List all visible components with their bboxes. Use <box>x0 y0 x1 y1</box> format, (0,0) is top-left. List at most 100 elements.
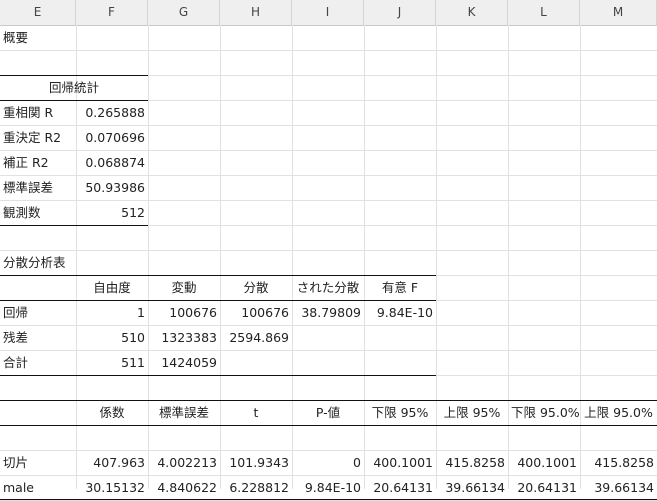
coef-header-cell[interactable]: 下限 95% <box>371 405 429 420</box>
coef-cell[interactable]: 6.228812 <box>229 480 289 495</box>
coef-top-border <box>0 400 657 401</box>
anova-cell[interactable] <box>292 350 364 375</box>
regression-value-cell[interactable]: 0.068874 <box>85 155 145 170</box>
anova-cell[interactable]: 2594.869 <box>229 330 289 345</box>
grid-hline <box>0 200 657 201</box>
anova-cell[interactable]: 1 <box>137 305 145 320</box>
column-header-h[interactable]: H <box>220 0 292 25</box>
anova-top-border <box>0 275 436 276</box>
regression-value-cell[interactable]: 512 <box>121 205 145 220</box>
grid-vline <box>292 25 293 489</box>
column-header-k[interactable]: K <box>436 0 508 25</box>
grid-hline <box>0 450 657 451</box>
coef-cell[interactable]: 407.963 <box>93 455 145 470</box>
anova-cell[interactable]: 100676 <box>169 305 217 320</box>
grid-hline <box>0 100 657 101</box>
coef-cell[interactable]: 9.84E-10 <box>304 480 361 495</box>
regression-label-cell[interactable]: 重相関 R <box>3 105 54 120</box>
summary-title-cell[interactable]: 概要 <box>3 30 29 45</box>
anova-cell[interactable]: 1424059 <box>161 355 217 370</box>
anova-header-cell[interactable]: 変動 <box>171 280 197 295</box>
regression-label-cell[interactable]: 補正 R2 <box>3 155 49 170</box>
grid-vline <box>220 25 221 489</box>
anova-cell[interactable]: 100676 <box>241 305 289 320</box>
anova-header-cell[interactable]: 自由度 <box>93 280 131 295</box>
coef-cell[interactable]: 415.8258 <box>594 455 654 470</box>
regression-label-cell[interactable]: 観測数 <box>3 205 41 220</box>
coef-cell[interactable]: male <box>3 480 34 495</box>
grid-hline <box>0 75 657 76</box>
coef-cell[interactable]: 39.66134 <box>594 480 654 495</box>
coef-cell[interactable]: 4.840622 <box>157 480 217 495</box>
anova-cell[interactable]: 回帰 <box>3 305 29 320</box>
anova-cell[interactable]: 511 <box>121 355 145 370</box>
anova-cell[interactable]: 残差 <box>3 330 29 345</box>
regression-label-cell[interactable]: 重決定 R2 <box>3 130 62 145</box>
regression-label-cell[interactable]: 標準誤差 <box>3 180 54 195</box>
anova-cell[interactable] <box>220 350 292 375</box>
coef-cell[interactable]: 39.66134 <box>445 480 505 495</box>
coef-header-cell[interactable]: 標準誤差 <box>158 405 209 420</box>
anova-title-cell[interactable]: 分散分析表 <box>3 255 66 270</box>
grid-vline <box>580 25 581 489</box>
anova-cell[interactable]: 510 <box>121 330 145 345</box>
coef-cell[interactable]: 400.1001 <box>373 455 433 470</box>
column-header-f[interactable]: F <box>76 0 148 25</box>
coef-cell[interactable]: 400.1001 <box>517 455 577 470</box>
coef-cell[interactable]: 101.9343 <box>229 455 289 470</box>
coef-header-cell[interactable]: 上限 95.0% <box>584 405 653 420</box>
anova-header-cell[interactable]: 有意 F <box>381 280 419 295</box>
column-header-e[interactable]: E <box>0 0 76 25</box>
anova-bottom-border <box>0 375 436 376</box>
grid-hline <box>0 475 657 476</box>
regression-header-border <box>0 100 148 101</box>
grid-hline <box>0 50 657 51</box>
coef-header-cell[interactable]: 下限 95.0% <box>511 405 580 420</box>
grid-hline <box>0 350 657 351</box>
grid-hline <box>0 250 657 251</box>
grid-hline <box>0 125 657 126</box>
coef-cell[interactable]: 切片 <box>3 455 29 470</box>
grid-hline <box>0 325 657 326</box>
anova-cell[interactable] <box>364 325 436 350</box>
coef-header-cell[interactable]: 上限 95% <box>443 405 501 420</box>
coef-cell[interactable]: 415.8258 <box>445 455 505 470</box>
coef-cell[interactable]: 20.64131 <box>517 480 577 495</box>
coef-bottom-border <box>0 499 657 500</box>
regression-title-cell[interactable]: 回帰統計 <box>48 80 99 95</box>
column-header-i[interactable]: I <box>292 0 364 25</box>
regression-top-border <box>0 75 148 76</box>
grid-vline <box>436 25 437 489</box>
anova-cell[interactable]: 9.84E-10 <box>376 305 433 320</box>
column-header-l[interactable]: L <box>508 0 580 25</box>
grid-vline <box>508 25 509 489</box>
anova-cell[interactable]: 38.79809 <box>301 305 361 320</box>
anova-header-cell[interactable]: された分散 <box>296 280 360 295</box>
coef-cell[interactable]: 30.15132 <box>85 480 145 495</box>
coef-cell[interactable]: 4.002213 <box>157 455 217 470</box>
anova-cell[interactable]: 合計 <box>3 355 29 370</box>
grid-vline <box>148 25 149 489</box>
column-header-g[interactable]: G <box>148 0 220 25</box>
anova-cell[interactable]: 1323383 <box>161 330 217 345</box>
anova-header-border <box>0 300 436 301</box>
anova-header-cell[interactable]: 分散 <box>243 280 269 295</box>
regression-value-cell[interactable]: 0.265888 <box>85 105 145 120</box>
regression-bottom-border <box>0 225 148 226</box>
coef-header-border <box>0 425 657 426</box>
coef-header-cell[interactable]: 係数 <box>99 405 125 420</box>
grid-hline <box>0 175 657 176</box>
column-header-j[interactable]: J <box>364 0 436 25</box>
coef-header-cell[interactable]: t <box>253 405 259 420</box>
coef-cell[interactable]: 20.64131 <box>373 480 433 495</box>
column-header-m[interactable]: M <box>580 0 657 25</box>
anova-cell[interactable] <box>364 350 436 375</box>
coef-cell[interactable]: 0 <box>353 455 361 470</box>
anova-cell[interactable] <box>292 325 364 350</box>
grid-hline <box>0 225 657 226</box>
regression-value-cell[interactable]: 0.070696 <box>85 130 145 145</box>
coef-header-cell[interactable]: P-値 <box>315 405 341 420</box>
regression-value-cell[interactable]: 50.93986 <box>85 180 145 195</box>
grid-hline <box>0 150 657 151</box>
